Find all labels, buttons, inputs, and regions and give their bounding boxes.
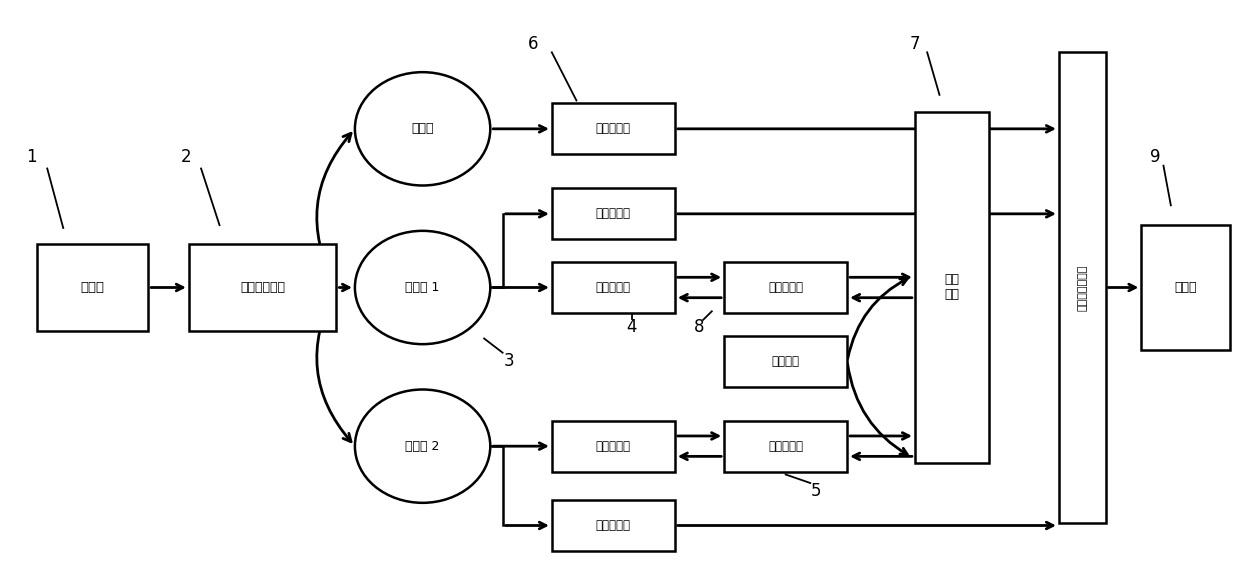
FancyBboxPatch shape	[914, 112, 989, 463]
Text: 2: 2	[181, 148, 192, 166]
FancyBboxPatch shape	[551, 421, 675, 471]
Text: 自聚焦透镁: 自聚焦透镁	[768, 281, 803, 294]
Text: 光电二极管: 光电二极管	[596, 122, 631, 135]
Text: 9: 9	[1150, 148, 1160, 166]
Text: 7: 7	[909, 35, 921, 53]
FancyBboxPatch shape	[724, 336, 847, 386]
Text: 吹灰装置: 吹灰装置	[772, 355, 799, 367]
FancyBboxPatch shape	[188, 244, 337, 331]
FancyBboxPatch shape	[724, 262, 847, 313]
Text: 计算机: 计算机	[1175, 281, 1197, 294]
FancyBboxPatch shape	[37, 244, 149, 331]
Text: 自聚焦透镁: 自聚焦透镁	[768, 440, 803, 453]
Text: 1: 1	[26, 148, 37, 166]
Text: 4: 4	[627, 318, 637, 336]
Text: 光电二极管: 光电二极管	[596, 208, 631, 220]
Text: 5: 5	[812, 482, 821, 500]
Text: 测量光 2: 测量光 2	[405, 440, 440, 453]
FancyBboxPatch shape	[1059, 52, 1105, 523]
FancyBboxPatch shape	[1141, 225, 1230, 350]
FancyBboxPatch shape	[551, 104, 675, 154]
Text: 激光器: 激光器	[81, 281, 105, 294]
FancyBboxPatch shape	[551, 189, 675, 239]
FancyBboxPatch shape	[551, 262, 675, 313]
Text: 测量光 1: 测量光 1	[405, 281, 440, 294]
Text: 激光器电路处理: 激光器电路处理	[1077, 264, 1088, 310]
Text: 光纤传光束: 光纤传光束	[596, 440, 631, 453]
Text: 光电二极管: 光电二极管	[596, 519, 631, 532]
Ellipse shape	[354, 72, 491, 186]
Ellipse shape	[354, 231, 491, 344]
Text: 8: 8	[694, 318, 705, 336]
Text: 光纤传光束: 光纤传光束	[596, 281, 631, 294]
FancyBboxPatch shape	[724, 421, 847, 471]
Text: 一分三光纤束: 一分三光纤束	[240, 281, 285, 294]
Text: 6: 6	[528, 35, 539, 53]
Text: 粉尘
空间: 粉尘 空间	[944, 274, 959, 301]
FancyBboxPatch shape	[551, 500, 675, 551]
Ellipse shape	[354, 389, 491, 503]
Text: 参考光: 参考光	[411, 122, 434, 135]
Text: 3: 3	[503, 352, 514, 370]
